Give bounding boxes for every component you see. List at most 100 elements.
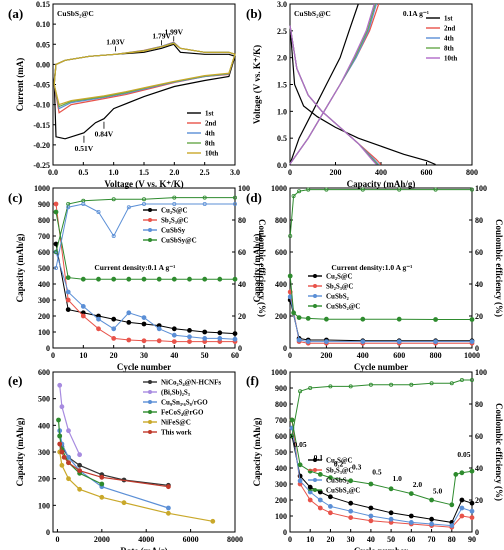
y-tick-label: 0 <box>283 344 287 353</box>
rate-label: 0.2 <box>334 459 344 468</box>
data-point <box>360 339 366 345</box>
data-point <box>99 481 105 487</box>
data-point <box>66 428 71 434</box>
rate-label: 0.1 <box>314 453 324 462</box>
data-point <box>187 327 192 333</box>
y2-tick-label: 100 <box>238 184 250 193</box>
legend-label: (Bi,Sb)₂S₃ <box>161 389 190 397</box>
legend-label: 2nd <box>205 120 216 128</box>
series-line-1 <box>289 291 472 344</box>
y-tick-label: 0.15 <box>36 0 50 9</box>
data-point <box>65 297 71 303</box>
data-point <box>396 339 402 345</box>
data-point <box>77 468 82 474</box>
data-point <box>327 494 333 500</box>
data-point <box>54 249 59 254</box>
data-point <box>171 326 177 332</box>
data-point <box>297 462 303 468</box>
data-point <box>360 187 365 192</box>
y-tick-label: 300 <box>38 296 50 305</box>
data-point <box>56 417 61 423</box>
y-tick-label: 500 <box>38 395 50 404</box>
data-point <box>81 201 86 206</box>
x-axis-label: Cycle number <box>354 546 408 550</box>
data-point <box>328 384 333 389</box>
data-point <box>327 475 333 481</box>
legend-marker <box>313 294 317 298</box>
legend-label: Sb₂S₃@C <box>326 283 353 291</box>
data-point <box>171 332 177 338</box>
legend-label: 1st <box>444 15 453 23</box>
data-point <box>348 508 354 514</box>
legend-label: 4th <box>205 130 215 138</box>
peak-label: 1.99V <box>164 27 183 36</box>
legend-label: Cu₂S@C <box>326 273 353 281</box>
x-tick-label: 1.5 <box>139 168 149 177</box>
data-point <box>96 209 101 214</box>
y2-tick-label: 40 <box>238 280 246 289</box>
legend-marker <box>148 238 152 242</box>
rate-label: 0.05 <box>457 450 470 459</box>
data-point <box>57 441 63 447</box>
data-point <box>327 510 333 516</box>
series-line-1 <box>55 203 235 343</box>
peak-label: 0.84V <box>95 130 114 139</box>
y-tick-label: 1.0 <box>277 107 287 116</box>
data-point <box>111 326 117 332</box>
legend-label: CuSbS₂@C <box>326 487 360 495</box>
data-point <box>111 335 117 341</box>
y2-tick-label: 0 <box>475 344 479 353</box>
x-tick-label: 0.5 <box>78 168 88 177</box>
data-point <box>59 404 65 410</box>
data-point <box>429 521 435 527</box>
data-point <box>232 201 237 206</box>
y-tick-label: 0 <box>46 344 50 353</box>
panel-a <box>52 3 236 166</box>
legend-label: FeCoS₄@rGO <box>161 409 204 417</box>
y-tick-label: 500 <box>275 448 287 457</box>
rate-label: 5.0 <box>433 487 443 496</box>
x-tick-label: 0 <box>288 168 292 177</box>
data-point <box>297 189 302 194</box>
data-point <box>469 317 475 322</box>
data-point <box>388 516 394 522</box>
panel-d <box>287 187 475 349</box>
data-point <box>217 276 223 282</box>
data-point <box>307 497 313 503</box>
y2-tick-label: 40 <box>475 464 483 473</box>
data-point <box>459 505 465 511</box>
legend-label: 1st <box>205 110 214 118</box>
y-tick-label: 700 <box>38 232 50 241</box>
x-tick-label: 30 <box>347 535 355 544</box>
data-point <box>323 339 329 345</box>
panel-label: (d) <box>246 190 262 205</box>
y-tick-label: 1000 <box>34 184 50 193</box>
y2-tick-label: 20 <box>238 312 246 321</box>
data-point <box>317 497 323 503</box>
series-line-9 <box>289 3 375 165</box>
data-point <box>308 385 313 390</box>
x-tick-label: 0 <box>51 351 55 360</box>
data-point <box>141 321 147 327</box>
legend-label: Cu₂S@C <box>161 207 188 215</box>
data-point <box>348 384 353 389</box>
data-point <box>210 518 216 524</box>
legend-label: Cu₉Sn₃.₆S₈/rGO <box>161 399 208 407</box>
data-point <box>99 494 105 500</box>
data-point <box>449 523 455 528</box>
data-point <box>397 187 402 192</box>
y2-tick-label: 0 <box>475 528 479 537</box>
peak-label: 1.03V <box>106 37 125 46</box>
y-tick-label: 800 <box>38 216 50 225</box>
data-point <box>469 377 474 382</box>
x-tick-label: 40 <box>170 351 178 360</box>
data-point <box>111 316 117 322</box>
y2-tick-label: 60 <box>475 248 483 257</box>
data-point <box>459 497 465 503</box>
data-point <box>429 516 435 522</box>
data-point <box>121 500 127 506</box>
data-point <box>156 276 162 282</box>
data-point <box>65 275 71 281</box>
peak-label: 0.51V <box>75 144 94 153</box>
data-point <box>171 276 177 282</box>
